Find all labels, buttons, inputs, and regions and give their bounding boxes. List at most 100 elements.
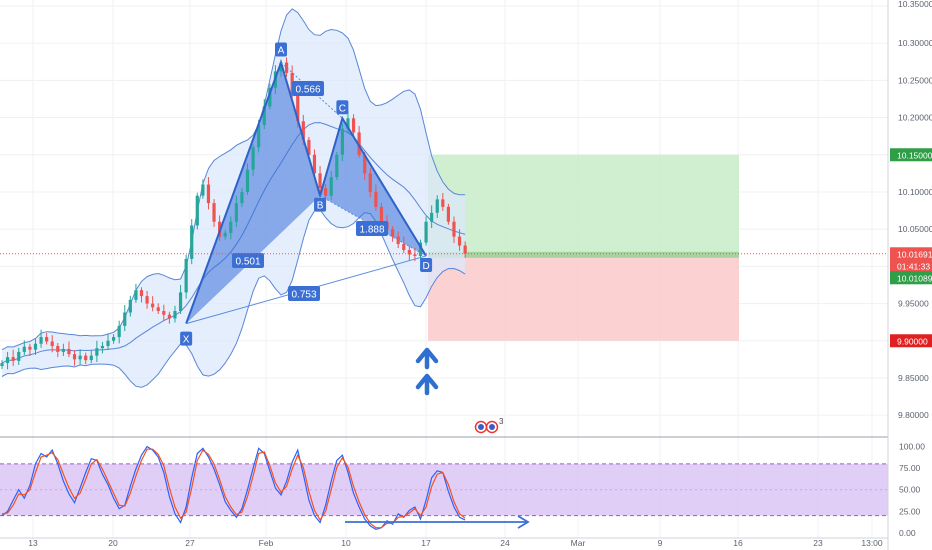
current-price-tag: 10.01691 [890,247,932,261]
pattern-point-badge [420,257,433,272]
candle-body [413,254,417,256]
candle-body [156,307,160,312]
candle-body [324,188,328,196]
candle-body [33,343,38,350]
pattern-ratio-badge [292,81,324,96]
time-tick-label: 27 [185,538,195,548]
arrow-up-icon [415,373,439,396]
pattern-point-c: C [336,100,349,115]
candle-body [368,173,372,192]
pattern-point-x: X [180,331,193,346]
candle-body [312,154,317,174]
pattern-ratio-label: 0.753 [291,290,316,301]
pattern-ratio-2: 1.888 [356,221,388,236]
oscillator-tick-label: 75.00 [899,463,921,473]
candle-body [301,121,305,140]
current-price-tag-text: 10.01691 [897,249,932,259]
candle-body [22,346,26,352]
candle-body [128,299,132,313]
stop-loss-tag: 9.90000 [890,334,932,348]
candle-body [284,62,289,73]
candle-body [5,357,10,364]
candle-body [223,232,227,237]
candle-body [351,118,356,133]
candle-body [145,296,149,304]
oscillator-panel [0,445,888,531]
time-tick-label: 13:00 [861,538,883,548]
pattern-point-badge [180,331,193,346]
candle-body [391,229,395,237]
candle-body [340,128,344,155]
candle-body [307,139,311,155]
pattern-bcd [320,118,427,256]
event-dot [489,424,495,430]
candle-body [134,290,138,300]
candle-body [184,258,188,293]
candle-body [206,184,211,204]
oscillator-tick-label: 50.00 [899,485,921,495]
candle-body [430,212,434,222]
pattern-ratio-badge [356,221,388,236]
time-tick-label: 24 [500,538,510,548]
news-event-icon: 3 [474,417,504,434]
pattern-ratio-3: 0.753 [288,286,320,301]
candle-body [195,195,199,226]
event-count: 3 [499,417,504,426]
price-tick-label: 9.80000 [898,410,929,420]
time-tick-label: 10 [341,538,351,548]
pattern-point-badge [336,100,349,115]
candle-body [123,312,127,326]
candle-body [441,199,445,207]
pattern-ratio-1: 0.501 [232,253,264,268]
candle-body [435,199,439,213]
candle-body [257,124,261,148]
time-tick-label: 23 [813,538,823,548]
candle-body [357,132,361,155]
candle-body [234,203,238,222]
take-profit-tag-text: 10.15000 [897,150,932,160]
price-tick-label: 10.05000 [898,224,932,234]
candle-body [84,355,88,361]
candle-body [28,346,32,350]
price-tick-label: 10.10000 [898,187,932,197]
pattern-point-label: X [183,335,190,346]
candle-body [100,345,105,349]
time-tick-label: 9 [658,538,663,548]
candle-body [229,221,233,233]
bb-lower [1,209,466,388]
candle-body [407,249,411,255]
candle-body [72,354,77,360]
pattern-point-a: A [275,42,287,57]
price-tick-label: 9.85000 [898,373,929,383]
entry-band [428,251,739,258]
pattern-point-badge [275,42,287,57]
price-axis: 10.30000 10.25000 10.20000 10.15000 10.10000… [887,0,932,550]
oscillator-tick-label: 100.00 [899,442,925,452]
take-profit-tag: 10.15000 [890,148,932,162]
oscillator-tick-label: 0.00 [899,528,916,538]
candle-body [50,341,54,346]
candle-body [56,345,60,352]
current-price-tag-bg [890,247,932,261]
countdown-tag-bg [890,259,932,273]
candle-body [268,87,272,107]
candle-body [279,62,283,72]
candle-body [363,154,367,174]
candle-body [139,290,144,297]
candle-body [89,355,93,361]
candle-body [45,337,49,342]
countdown-tag: 01:41:33 [890,259,932,273]
bid-tag-bg [890,271,932,285]
candle-body [452,221,456,237]
pattern-point-b: B [314,197,327,212]
candle-body [17,351,21,361]
candle-body [446,206,450,222]
price-tick-label: 10.25000 [898,75,932,85]
candle-body [318,173,322,189]
bb-upper [1,8,466,351]
candle-body [240,191,244,204]
price-tick-label: 9.95000 [898,299,929,309]
price-tick-label: 10.30000 [898,38,932,48]
